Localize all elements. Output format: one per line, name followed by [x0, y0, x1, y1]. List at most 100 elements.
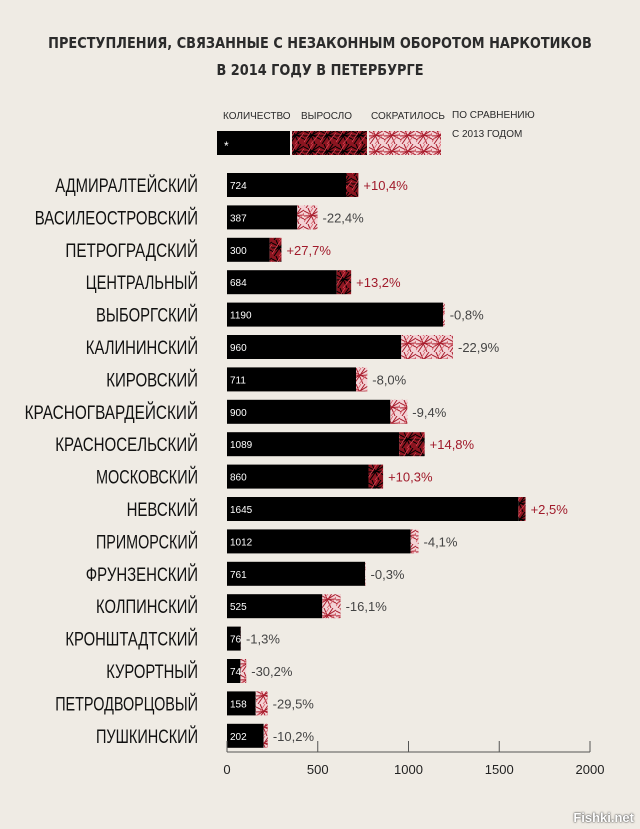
change-label: -29,5%	[273, 696, 315, 711]
bar-base	[227, 432, 400, 457]
bar-base	[227, 497, 519, 521]
bar-decrease	[297, 205, 318, 230]
bar-value-label: 724	[230, 181, 247, 192]
bar-value	[227, 302, 443, 327]
watermark-text: Fishki.net	[573, 810, 634, 825]
bar-value-label: 860	[230, 473, 247, 484]
bar-decrease	[322, 594, 341, 619]
category-label: КРОНШТАДТСКИЙ	[65, 629, 198, 651]
bar-base	[227, 237, 270, 262]
category-label: НЕВСКИЙ	[127, 499, 198, 521]
bar-increase	[368, 464, 384, 489]
bar-value-label: 202	[230, 732, 247, 743]
bar-value-label: 1190	[230, 311, 252, 322]
bar-value	[227, 626, 241, 651]
bar-increase	[336, 270, 352, 295]
change-label: -1,3%	[246, 632, 280, 647]
category-label: ПЕТРОДВОРЦОВЫЙ	[55, 693, 198, 715]
change-label: +10,3%	[388, 470, 433, 485]
category-label: ПРИМОРСКИЙ	[96, 531, 198, 553]
category-label: ПЕТРОГРАДСКИЙ	[65, 240, 198, 262]
bar-decrease	[263, 723, 268, 748]
category-label: ЦЕНТРАЛЬНЫЙ	[86, 272, 198, 294]
bar-value-label: 711	[230, 375, 246, 386]
legend-swatch-count	[217, 131, 290, 155]
x-tick-label: 1500	[485, 762, 514, 777]
legend-label-increased: ВЫРОСЛО	[301, 111, 352, 122]
bar-base	[227, 270, 337, 295]
x-tick-label: 1000	[394, 762, 423, 777]
page-title: ПРЕСТУПЛЕНИЯ, СВЯЗАННЫЕ С НЕЗАКОННЫМ ОБО…	[45, 30, 595, 84]
change-label: +14,8%	[430, 437, 475, 452]
category-label: КРАСНОГВАРДЕЙСКИЙ	[25, 402, 198, 424]
category-label: КИРОВСКИЙ	[106, 369, 198, 391]
change-label: +27,7%	[286, 243, 331, 258]
bar-decrease	[255, 691, 268, 716]
legend-label-count: КОЛИЧЕСТВО	[223, 111, 291, 122]
bar-value	[227, 691, 256, 716]
bar-value-label: 1645	[230, 505, 253, 516]
bar-value	[227, 723, 264, 748]
category-label: ВЫБОРГСКИЙ	[96, 305, 198, 327]
change-label: -9,4%	[412, 405, 446, 420]
legend-note-line-1: ПО СРАВНЕНИЮ	[452, 110, 535, 121]
legend-note: ПО СРАВНЕНИЮ С 2013 ГОДОМ	[452, 106, 535, 144]
bar-value	[227, 399, 391, 424]
category-label: КАЛИНИНСКИЙ	[86, 337, 198, 359]
category-label: КОЛПИНСКИЙ	[96, 596, 198, 618]
change-label: -22,4%	[323, 210, 365, 225]
bar-decrease	[410, 529, 419, 554]
bar-value	[227, 367, 357, 392]
bar-value-label: 684	[230, 278, 247, 289]
bar-decrease	[390, 399, 408, 424]
bar-value-label: 960	[230, 343, 247, 354]
bar-decrease	[240, 659, 247, 683]
change-label: -30,2%	[251, 664, 293, 679]
bar-value	[227, 561, 366, 586]
change-label: -10,2%	[273, 729, 315, 744]
bar-decrease	[442, 302, 445, 327]
change-label: -22,9%	[458, 340, 500, 355]
bar-value	[227, 659, 241, 683]
x-tick-label: 2000	[576, 762, 605, 777]
category-label: КРАСНОСЕЛЬСКИЙ	[55, 434, 198, 456]
x-tick-label: 500	[307, 762, 329, 777]
bar-value-label: 387	[230, 213, 247, 224]
bar-value	[227, 335, 402, 359]
bar-decrease	[401, 335, 453, 359]
x-tick-label: 0	[223, 762, 230, 777]
bar-value-label: 300	[230, 246, 247, 257]
legend-label-decreased: СОКРАТИЛОСЬ	[371, 111, 445, 122]
legend-swatch-increased	[292, 131, 367, 155]
bar-value	[227, 205, 298, 230]
change-label: -16,1%	[346, 599, 388, 614]
category-label: КУРОРТНЫЙ	[106, 661, 198, 683]
bar-increase	[399, 432, 425, 457]
title-line-2: В 2014 ГОДУ В ПЕТЕРБУРГЕ	[216, 61, 424, 79]
category-label: МОСКОВСКИЙ	[96, 467, 198, 489]
bar-value-label: 1089	[230, 440, 253, 451]
category-label: ФРУНЗЕНСКИЙ	[86, 564, 198, 586]
bar-value-label: 900	[230, 408, 247, 419]
bar-base	[227, 464, 369, 489]
bar-increase	[269, 237, 282, 262]
change-label: -4,1%	[424, 534, 458, 549]
category-label: ПУШКИНСКИЙ	[96, 726, 198, 748]
change-label: +13,2%	[356, 275, 401, 290]
bar-increase	[518, 497, 526, 521]
legend-note-line-2: С 2013 ГОДОМ	[452, 129, 523, 140]
bar-value	[227, 594, 323, 619]
bar-value-label: 76	[230, 635, 242, 646]
change-label: +10,4%	[363, 178, 408, 193]
bar-decrease	[356, 367, 368, 392]
change-label: +2,5%	[531, 502, 569, 517]
change-label: -0,3%	[371, 567, 405, 582]
bar-value-label: 761	[230, 570, 247, 581]
bar-value	[227, 529, 411, 554]
change-label: -0,8%	[450, 308, 484, 323]
category-label: АДМИРАЛТЕЙСКИЙ	[55, 175, 198, 197]
legend-swatch-decreased	[369, 131, 441, 155]
category-label: ВАСИЛЕОСТРОВСКИЙ	[35, 207, 198, 229]
change-label: -8,0%	[372, 372, 406, 387]
